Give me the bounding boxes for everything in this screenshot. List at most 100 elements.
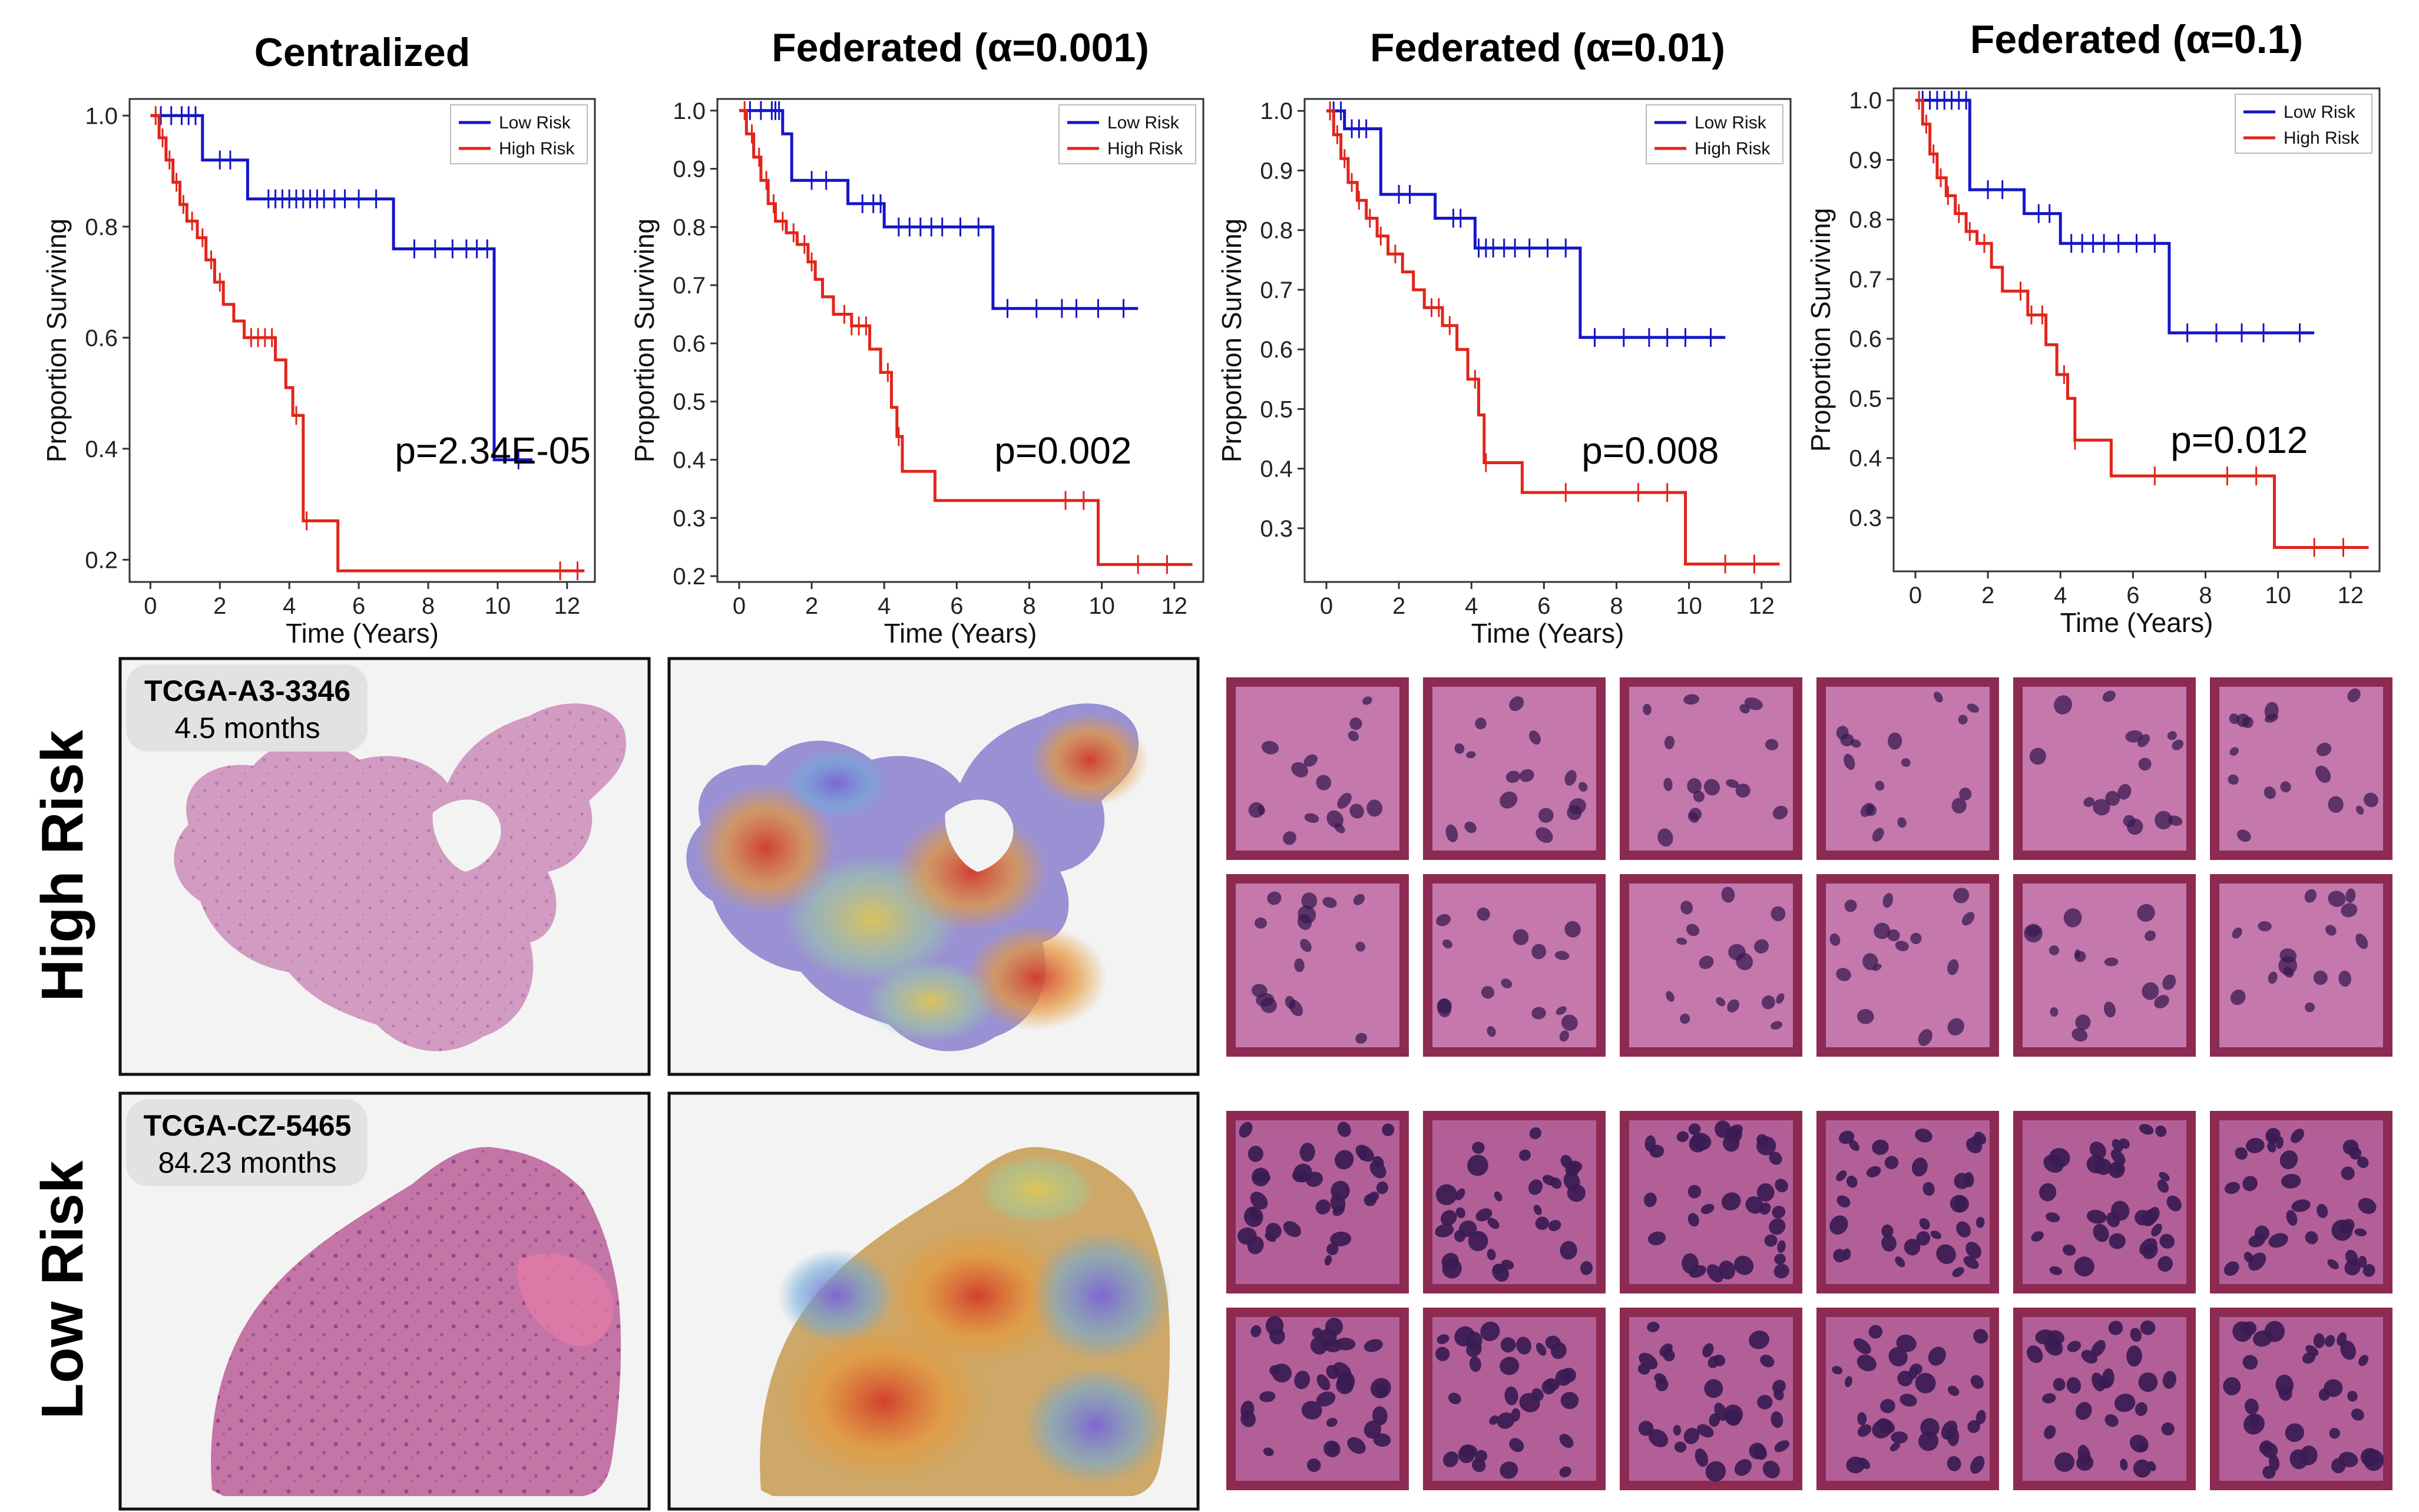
cell-nucleus bbox=[1860, 803, 1874, 817]
cell-nucleus bbox=[1315, 1199, 1331, 1215]
cell-nucleus bbox=[2024, 924, 2043, 942]
km-curve-high-risk bbox=[150, 114, 585, 573]
cell-nucleus bbox=[1500, 1357, 1520, 1375]
cell-nucleus bbox=[1283, 831, 1296, 845]
cell-nucleus bbox=[2148, 1461, 2156, 1471]
cell-nucleus bbox=[2151, 1223, 2162, 1237]
cell-nucleus bbox=[1269, 1328, 1285, 1345]
histology-patch bbox=[2210, 1111, 2392, 1293]
cell-nucleus bbox=[2358, 1197, 2377, 1215]
cell-nucleus bbox=[1739, 704, 1750, 714]
cell-nucleus bbox=[1509, 1438, 1524, 1453]
cell-nucleus bbox=[1536, 1342, 1547, 1356]
cell-nucleus bbox=[2093, 1223, 2109, 1242]
cell-nucleus bbox=[2354, 1228, 2367, 1236]
cell-nucleus bbox=[1441, 1253, 1459, 1270]
cell-nucleus bbox=[1756, 1183, 1775, 1202]
cell-nucleus bbox=[1888, 1347, 1908, 1367]
low-risk-wsi-lesion bbox=[517, 1253, 614, 1346]
cell-nucleus bbox=[2063, 908, 2082, 928]
km-p-value: p=0.002 bbox=[994, 429, 1131, 472]
histology-patch bbox=[1423, 677, 1606, 860]
cell-nucleus bbox=[1369, 1161, 1386, 1179]
cell-nucleus bbox=[1649, 1144, 1664, 1158]
histology-patch bbox=[2210, 1308, 2392, 1490]
km-x-tick-label: 6 bbox=[2126, 583, 2139, 608]
high-risk-heat-blob bbox=[783, 748, 889, 819]
cell-nucleus bbox=[2146, 1207, 2160, 1223]
cell-nucleus bbox=[1703, 779, 1720, 796]
cell-nucleus bbox=[2054, 695, 2072, 714]
cell-nucleus bbox=[1437, 1334, 1450, 1344]
km-y-tick-label: 0.2 bbox=[85, 547, 118, 573]
cell-nucleus bbox=[2067, 1341, 2082, 1352]
cell-nucleus bbox=[2223, 1377, 2241, 1395]
cell-nucleus bbox=[1454, 1230, 1466, 1242]
cell-nucleus bbox=[1559, 1434, 1574, 1448]
cell-nucleus bbox=[2291, 1199, 2311, 1212]
cell-nucleus bbox=[2102, 1368, 2114, 1388]
km-y-tick-label: 0.6 bbox=[1849, 326, 1882, 352]
cell-nucleus bbox=[2228, 774, 2239, 785]
km-x-axis-label: Time (Years) bbox=[2060, 607, 2213, 638]
cell-nucleus bbox=[2261, 1442, 2278, 1458]
cell-nucleus bbox=[1770, 1021, 1783, 1030]
km-x-tick-label: 12 bbox=[1161, 593, 1187, 619]
cell-nucleus bbox=[2331, 1458, 2346, 1474]
km-y-tick-label: 0.5 bbox=[673, 389, 706, 415]
cell-nucleus bbox=[2305, 1345, 2319, 1357]
cell-nucleus bbox=[1666, 991, 1675, 1002]
cell-nucleus bbox=[1846, 1175, 1858, 1188]
cell-nucleus bbox=[1775, 1179, 1788, 1193]
cell-nucleus bbox=[1952, 1267, 1964, 1278]
cell-nucleus bbox=[1919, 1218, 1930, 1230]
high-risk-heat-blob bbox=[866, 960, 995, 1043]
km-x-tick-label: 2 bbox=[213, 593, 226, 619]
cell-nucleus bbox=[1916, 1231, 1931, 1246]
cell-nucleus bbox=[1372, 1406, 1388, 1425]
km-p-value: p=0.012 bbox=[2170, 419, 2308, 461]
cell-nucleus bbox=[1733, 1255, 1754, 1275]
km-plot-frame bbox=[1303, 98, 1792, 583]
km-x-tick-label: 2 bbox=[1981, 583, 1994, 608]
km-curve-low-risk bbox=[150, 114, 532, 462]
cell-nucleus bbox=[2344, 1259, 2361, 1276]
patch-tissue bbox=[2219, 687, 2383, 851]
cell-nucleus bbox=[1693, 790, 1705, 802]
low-risk-heat-blob bbox=[777, 1249, 895, 1343]
cell-nucleus bbox=[1686, 924, 1700, 937]
cell-nucleus bbox=[2242, 1321, 2257, 1336]
cell-nucleus bbox=[1262, 740, 1279, 755]
cell-nucleus bbox=[1367, 1192, 1379, 1203]
high-risk-heat-blob bbox=[1031, 713, 1149, 807]
km-chart-3: Federated (α=0.01) 0 2 4 6 8 10 12 0.3 0.4 0.5 0.6 0… bbox=[1216, 25, 1792, 649]
cell-nucleus bbox=[2329, 1428, 2340, 1439]
cell-nucleus bbox=[1663, 777, 1673, 792]
cell-nucleus bbox=[1489, 1415, 1499, 1425]
cell-nucleus bbox=[1529, 730, 1541, 745]
cell-nucleus bbox=[2103, 1001, 2116, 1018]
cell-nucleus bbox=[1657, 828, 1673, 847]
cell-nucleus bbox=[2324, 1379, 2343, 1397]
cell-nucleus bbox=[2027, 1345, 2043, 1364]
km-x-tick-label: 0 bbox=[144, 593, 157, 619]
cell-nucleus bbox=[2155, 1125, 2167, 1137]
cell-nucleus bbox=[1773, 1263, 1789, 1279]
km-y-tick-label: 1.0 bbox=[1849, 88, 1882, 114]
cell-nucleus bbox=[1464, 821, 1477, 833]
cell-nucleus bbox=[1930, 1230, 1942, 1239]
low-risk-heatmap-panel bbox=[667, 1091, 1200, 1511]
cell-nucleus bbox=[1487, 1025, 1496, 1037]
high-risk-heatmap-panel bbox=[667, 657, 1200, 1076]
low-risk-heat-blob bbox=[777, 1319, 990, 1484]
cell-nucleus bbox=[1322, 896, 1337, 908]
histology-patch bbox=[1423, 1111, 1606, 1293]
cell-nucleus bbox=[2137, 1441, 2148, 1452]
cell-nucleus bbox=[1316, 1391, 1336, 1407]
cell-nucleus bbox=[2086, 1209, 2107, 1224]
km-title: Centralized bbox=[254, 30, 471, 75]
cell-nucleus bbox=[1519, 769, 1534, 782]
km-y-tick-label: 0.6 bbox=[673, 331, 706, 357]
cell-nucleus bbox=[1965, 1242, 1981, 1259]
cell-nucleus bbox=[1301, 892, 1318, 909]
